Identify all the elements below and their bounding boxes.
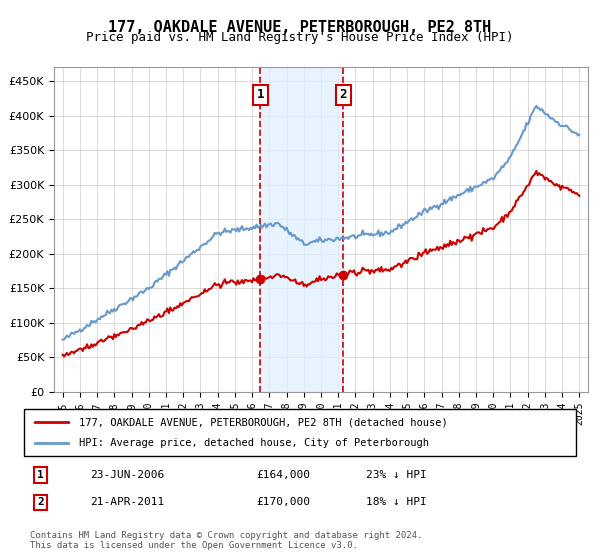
Text: Price paid vs. HM Land Registry's House Price Index (HPI): Price paid vs. HM Land Registry's House … bbox=[86, 31, 514, 44]
Text: 23-JUN-2006: 23-JUN-2006 bbox=[90, 470, 164, 480]
Text: 2: 2 bbox=[37, 497, 44, 507]
Text: £164,000: £164,000 bbox=[256, 470, 310, 480]
Text: 177, OAKDALE AVENUE, PETERBOROUGH, PE2 8TH (detached house): 177, OAKDALE AVENUE, PETERBOROUGH, PE2 8… bbox=[79, 417, 448, 427]
Bar bbox=[260, 67, 343, 392]
Text: 18% ↓ HPI: 18% ↓ HPI bbox=[366, 497, 427, 507]
Text: HPI: Average price, detached house, City of Peterborough: HPI: Average price, detached house, City… bbox=[79, 438, 429, 448]
Text: 23% ↓ HPI: 23% ↓ HPI bbox=[366, 470, 427, 480]
Text: 1: 1 bbox=[256, 88, 264, 101]
Text: 2: 2 bbox=[340, 88, 347, 101]
Text: 1: 1 bbox=[37, 470, 44, 480]
FancyBboxPatch shape bbox=[24, 409, 576, 456]
Text: £170,000: £170,000 bbox=[256, 497, 310, 507]
Text: 177, OAKDALE AVENUE, PETERBOROUGH, PE2 8TH: 177, OAKDALE AVENUE, PETERBOROUGH, PE2 8… bbox=[109, 20, 491, 35]
Text: Contains HM Land Registry data © Crown copyright and database right 2024.
This d: Contains HM Land Registry data © Crown c… bbox=[29, 531, 422, 550]
Text: 21-APR-2011: 21-APR-2011 bbox=[90, 497, 164, 507]
